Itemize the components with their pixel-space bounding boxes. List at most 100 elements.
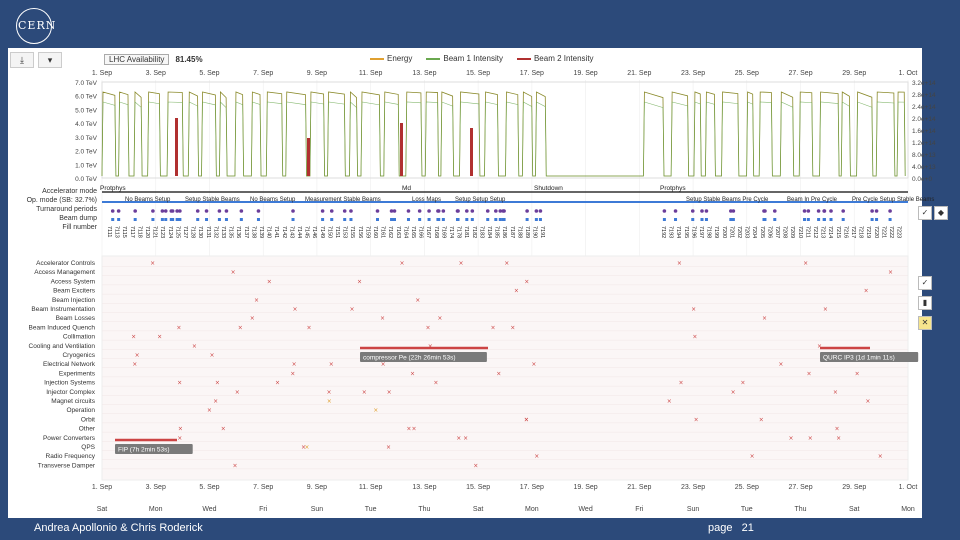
row-label: Beam dump [59, 215, 97, 222]
logo-text: CERN [18, 19, 57, 32]
fill-number: 7206 [766, 226, 772, 238]
fill-number: 7222 [888, 226, 894, 238]
beam2-intensity-bar [175, 118, 178, 176]
top-date-tick: 3. Sep [146, 70, 166, 77]
download-icon[interactable]: ⤓ [10, 52, 34, 68]
fault-marker: × [231, 269, 236, 276]
fill-number: 7143 [288, 226, 294, 238]
fault-marker: × [514, 288, 519, 295]
turnaround-dot [501, 209, 505, 213]
fault-marker: × [677, 260, 682, 267]
fill-number: 7149 [319, 226, 325, 238]
intensity-axis-tick: 8.0e+13 [912, 152, 936, 159]
turnaround-dot [441, 209, 446, 213]
turnaround-dot [320, 209, 325, 213]
fault-marker: × [327, 398, 332, 405]
fill-number: 7214 [827, 226, 833, 238]
bar-chart-icon[interactable]: ▮ [918, 296, 932, 310]
fill-number: 7212 [812, 226, 818, 238]
fault-marker: × [235, 389, 240, 396]
top-date-tick: 11. Sep [359, 70, 383, 77]
fault-marker: × [267, 278, 272, 285]
weekday-tick: Thu [795, 506, 807, 513]
op-mode-label: Setup Stable Beams [185, 197, 240, 203]
fill-number: 7213 [820, 226, 826, 238]
system-label: Access System [51, 278, 95, 285]
chevron-down-icon[interactable]: ▾ [38, 52, 62, 68]
checkbox-icon[interactable]: ✓ [918, 206, 932, 220]
fill-number: 7123 [159, 226, 165, 238]
bottom-date-tick: 1. Sep [92, 484, 112, 491]
bottom-date-tick: 25. Sep [735, 484, 759, 491]
beam-dump-marker [151, 218, 155, 221]
fill-number: 7141 [273, 226, 279, 238]
fill-number: 7120 [144, 226, 150, 238]
fill-number: 7145 [304, 226, 310, 238]
beam-dump-marker [437, 218, 441, 221]
turnaround-dot [525, 209, 529, 213]
bottom-date-tick: 19. Sep [574, 484, 598, 491]
fault-marker: × [458, 260, 463, 267]
fault-marker: × [387, 389, 392, 396]
fill-number: 7139 [258, 226, 264, 238]
fault-marker: × [817, 343, 822, 350]
beam-dump-marker [375, 218, 379, 221]
fault-marker: × [275, 380, 280, 387]
turnaround-dot [456, 209, 460, 213]
fill-number: 7219 [865, 226, 871, 238]
annotation-box [820, 352, 919, 362]
fill-number: 7190 [532, 226, 538, 238]
legend-item-beam2[interactable]: Beam 2 Intensity [516, 54, 594, 63]
beam-dump-marker [169, 218, 173, 221]
beam-dump-marker [256, 218, 260, 221]
bottom-date-tick: 7. Sep [253, 484, 273, 491]
fault-marker: × [437, 315, 442, 322]
turnaround-dot [494, 209, 498, 213]
fill-number: 7115 [121, 226, 127, 238]
checkbox-icon[interactable]: ✓ [918, 276, 932, 290]
turnaround-dot [239, 209, 244, 213]
beam-dump-marker [321, 218, 325, 221]
turnaround-dot [349, 209, 353, 213]
fill-number: 7164 [402, 226, 408, 238]
system-label: Power Converters [43, 435, 96, 442]
turnaround-dot [673, 209, 678, 213]
fault-marker: × [456, 435, 461, 442]
top-date-tick: 27. Sep [788, 70, 812, 77]
fault-marker: × [292, 306, 297, 313]
turnaround-dot [762, 209, 766, 213]
fault-marker: × [380, 315, 385, 322]
legend-item-energy[interactable]: Energy [370, 54, 412, 63]
turnaround-dot [802, 209, 807, 213]
annotation-label: FIP (7h 2min 53s) [118, 447, 170, 454]
fault-marker: × [157, 334, 162, 341]
fault-marker: × [534, 453, 539, 460]
fill-number: 7125 [174, 226, 180, 238]
fill-number: 7156 [357, 226, 363, 238]
system-label: Orbit [81, 416, 95, 423]
top-date-tick: 21. Sep [627, 70, 651, 77]
tag-icon[interactable]: ◆ [934, 206, 948, 220]
close-icon[interactable]: ✕ [918, 316, 932, 330]
beam-dump-marker [160, 218, 164, 221]
energy-axis-tick: 7.0 TeV [75, 80, 98, 87]
fault-marker: × [177, 435, 182, 442]
bottom-date-tick: 1. Oct [899, 484, 918, 491]
fill-number: 7188 [516, 226, 522, 238]
turnaround-dot [538, 209, 543, 213]
fault-marker: × [373, 407, 378, 414]
fault-marker: × [807, 370, 812, 377]
beam-dump-marker [875, 218, 879, 221]
bottom-date-tick: 13. Sep [412, 484, 436, 491]
fill-number: 7183 [478, 226, 484, 238]
beam-dump-marker [486, 218, 490, 221]
op-mode-label: Pre Cycle Setup Stable Beams [852, 197, 934, 203]
legend-item-beam1[interactable]: Beam 1 Intensity [426, 54, 503, 63]
intensity-axis-tick: 3.2e+14 [912, 80, 936, 87]
page-number: 21 [741, 522, 754, 534]
fault-marker: × [836, 435, 841, 442]
system-label: Beam Instrumentation [31, 306, 95, 313]
fault-marker: × [667, 398, 672, 405]
system-label: Transverse Damper [38, 462, 96, 469]
beam-dump-marker [349, 218, 353, 221]
